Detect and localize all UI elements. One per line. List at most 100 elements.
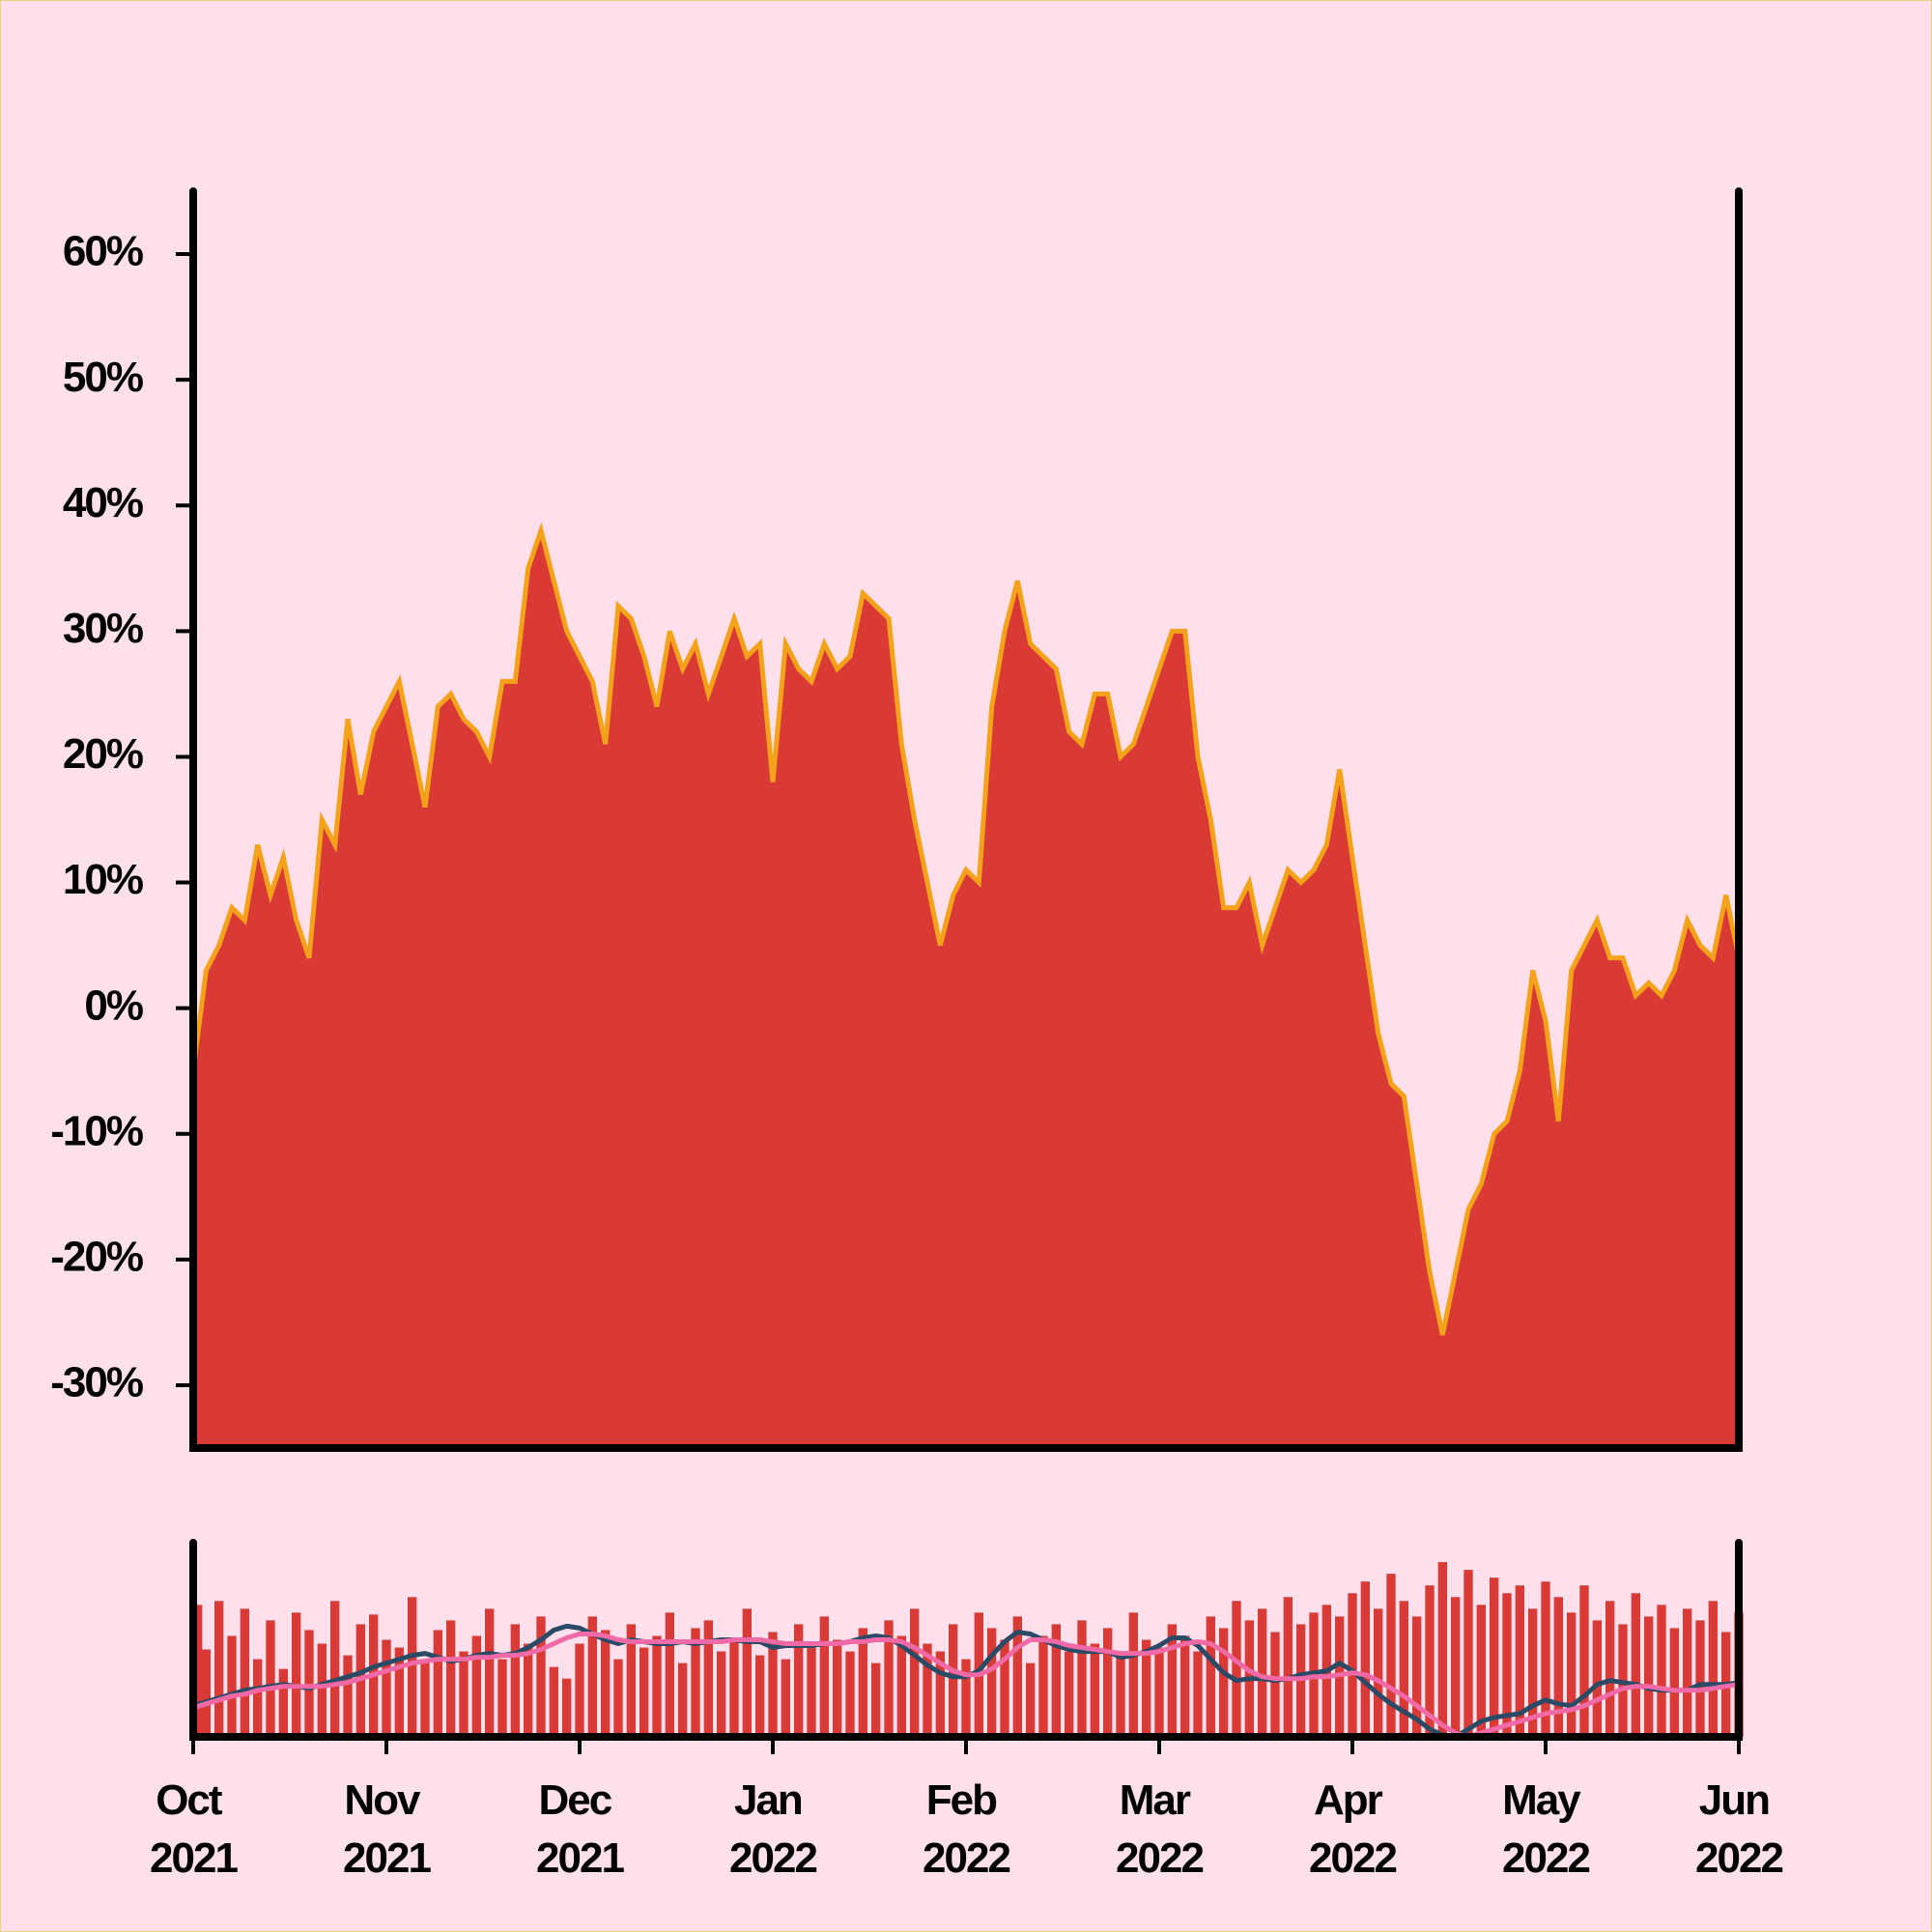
bar xyxy=(1193,1651,1203,1737)
bar xyxy=(1605,1601,1615,1737)
bar xyxy=(833,1639,842,1737)
x-tick-label: Dec 2021 xyxy=(536,1776,624,1882)
bar xyxy=(1116,1655,1125,1737)
bar xyxy=(1644,1616,1654,1737)
area-fill xyxy=(193,530,1739,1448)
bar xyxy=(524,1643,533,1737)
bar xyxy=(471,1635,481,1737)
x-tick-label: Oct 2021 xyxy=(150,1776,238,1882)
bar xyxy=(1553,1597,1563,1737)
bar xyxy=(292,1612,301,1737)
bar xyxy=(1077,1620,1087,1737)
y-tick-label: -20% xyxy=(50,1233,143,1280)
bar xyxy=(639,1647,649,1737)
bar xyxy=(1000,1639,1009,1737)
y-tick-label: -10% xyxy=(50,1107,143,1154)
x-tick-label: Jan 2022 xyxy=(729,1776,816,1882)
bar xyxy=(1167,1624,1177,1737)
y-tick-label: -30% xyxy=(50,1359,143,1406)
bar xyxy=(1026,1662,1036,1737)
bar xyxy=(1360,1581,1370,1737)
bar xyxy=(1090,1643,1099,1737)
bar xyxy=(420,1662,430,1737)
bar xyxy=(742,1608,752,1737)
y-tick-label: 40% xyxy=(63,479,143,526)
bar xyxy=(1657,1605,1666,1737)
bar xyxy=(1437,1562,1447,1737)
area-line xyxy=(190,522,1742,1336)
bar xyxy=(193,1605,203,1737)
bar xyxy=(923,1643,932,1737)
bar xyxy=(1219,1628,1229,1737)
bar xyxy=(819,1616,829,1737)
bar xyxy=(1631,1593,1640,1737)
bar xyxy=(382,1639,391,1737)
bar xyxy=(510,1624,520,1737)
bar xyxy=(1065,1651,1074,1737)
bar xyxy=(896,1635,906,1737)
bar xyxy=(1142,1639,1151,1737)
y-tick-label: 50% xyxy=(63,354,143,401)
bar xyxy=(497,1659,507,1737)
bar xyxy=(1258,1608,1267,1737)
y-tick-label: 60% xyxy=(63,228,143,275)
bar xyxy=(949,1624,958,1737)
bar xyxy=(1386,1574,1396,1737)
bar xyxy=(717,1651,726,1737)
bar xyxy=(691,1628,700,1737)
bar xyxy=(665,1612,674,1737)
bar xyxy=(485,1608,495,1737)
y-tick-label: 0% xyxy=(84,981,142,1029)
bar xyxy=(703,1620,713,1737)
bar xyxy=(626,1624,636,1737)
bar xyxy=(240,1608,249,1737)
bar xyxy=(394,1647,404,1737)
bar xyxy=(729,1639,739,1737)
bar xyxy=(781,1659,790,1737)
bar xyxy=(1567,1612,1577,1737)
bar xyxy=(1683,1608,1692,1737)
bar xyxy=(253,1659,263,1737)
bar xyxy=(343,1655,353,1737)
bar xyxy=(987,1628,997,1737)
bar xyxy=(214,1601,224,1737)
bar xyxy=(536,1616,546,1737)
bar xyxy=(768,1632,778,1737)
bar xyxy=(1528,1608,1538,1737)
bar xyxy=(266,1620,275,1737)
bar xyxy=(601,1630,611,1737)
bar xyxy=(1348,1593,1357,1737)
bar xyxy=(1490,1577,1499,1737)
bar xyxy=(446,1620,456,1737)
bar xyxy=(459,1651,469,1737)
bar xyxy=(1180,1635,1190,1737)
bar xyxy=(613,1659,623,1737)
bar xyxy=(549,1666,558,1737)
bar xyxy=(317,1643,327,1737)
bar xyxy=(1270,1632,1280,1737)
bar xyxy=(1374,1608,1383,1737)
axis-frame xyxy=(189,1539,1743,1741)
bar xyxy=(201,1649,211,1737)
bar xyxy=(278,1668,288,1737)
bar xyxy=(227,1635,237,1737)
bar xyxy=(1154,1647,1164,1737)
bar xyxy=(1579,1585,1589,1737)
bar xyxy=(1708,1601,1718,1737)
bar xyxy=(1669,1628,1679,1737)
bar xyxy=(1695,1620,1705,1737)
bar xyxy=(794,1624,804,1737)
bar xyxy=(884,1620,894,1737)
axis-frame xyxy=(189,187,1743,1452)
y-tick-label: 20% xyxy=(63,730,143,778)
x-tick-label: Mar 2022 xyxy=(1116,1776,1203,1882)
x-tick-label: Feb 2022 xyxy=(923,1776,1009,1882)
bar xyxy=(562,1678,572,1737)
bar xyxy=(807,1647,816,1737)
bar xyxy=(1425,1585,1435,1737)
bar xyxy=(1502,1593,1512,1737)
bar xyxy=(1463,1570,1473,1737)
x-tick-label: Jun 2022 xyxy=(1695,1776,1782,1882)
